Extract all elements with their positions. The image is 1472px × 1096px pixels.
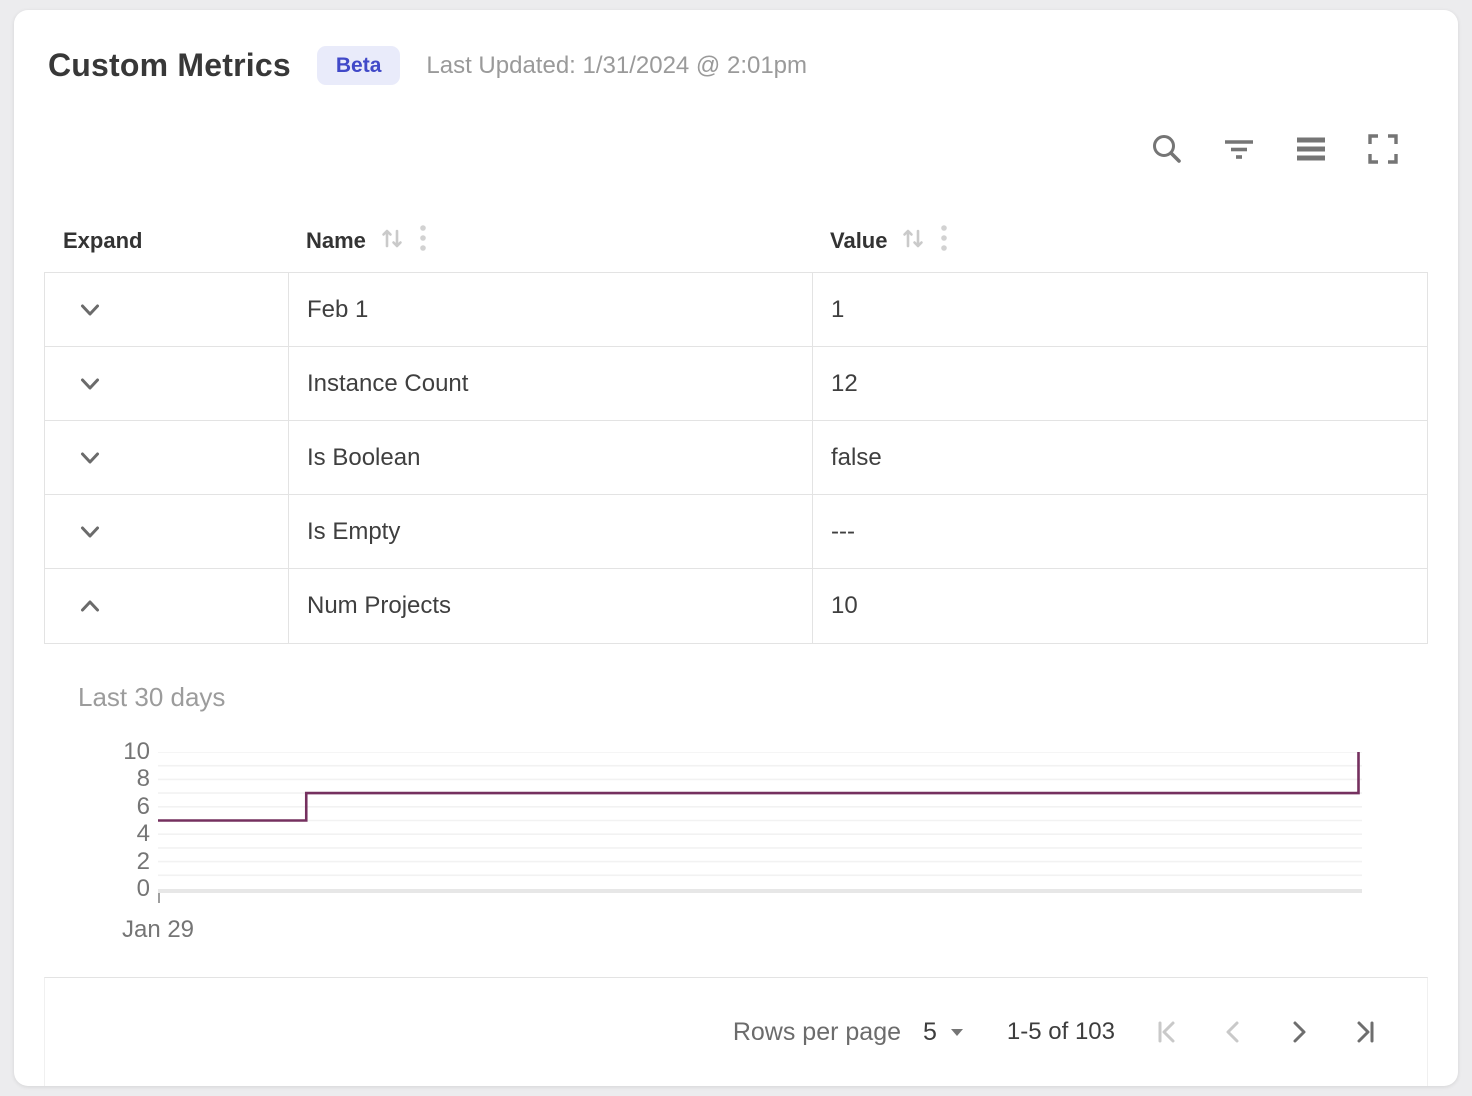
table-row: Is Empty --- <box>45 495 1427 569</box>
beta-badge: Beta <box>316 46 401 85</box>
metric-history-chart <box>158 751 1364 904</box>
pager-buttons <box>1145 1010 1387 1054</box>
table-footer: Rows per page 5 1-5 of 103 <box>44 977 1428 1086</box>
column-header-label: Expand <box>63 228 143 253</box>
sort-icon[interactable] <box>378 224 406 258</box>
metric-value-cell: 1 <box>831 295 845 323</box>
table-row: Instance Count 12 <box>45 347 1427 421</box>
metric-value-cell: 10 <box>831 592 858 619</box>
metric-name-cell: Is Boolean <box>289 421 813 494</box>
previous-page-button[interactable] <box>1211 1010 1255 1054</box>
metric-name-cell: Instance Count <box>289 347 813 420</box>
column-header-label: Value <box>830 228 888 253</box>
chevron-down-icon <box>81 304 99 315</box>
column-header-name[interactable]: Name <box>288 223 812 259</box>
column-menu-icon[interactable] <box>418 223 428 259</box>
chevron-down-icon <box>81 378 99 389</box>
caret-down-icon <box>950 1029 963 1036</box>
chevron-down-icon <box>81 452 99 463</box>
sort-icon[interactable] <box>899 224 927 258</box>
table-body: Feb 1 1 Instance Count 12 Is Boolean fal… <box>44 272 1428 644</box>
next-page-button[interactable] <box>1277 1010 1321 1054</box>
rows-per-page-value: 5 <box>923 1017 937 1046</box>
last-updated-text: Last Updated: 1/31/2024 @ 2:01pm <box>426 51 808 79</box>
first-page-icon <box>1158 1021 1175 1043</box>
metric-value-cell: false <box>831 443 882 471</box>
metric-name-cell: Feb 1 <box>289 273 813 346</box>
chart-title: Last 30 days <box>78 682 226 712</box>
table-toolbar <box>1148 130 1402 168</box>
chevron-up-icon <box>81 600 99 612</box>
y-tick-label: 0 <box>136 875 150 902</box>
expand-button[interactable] <box>45 495 289 568</box>
chevron-left-icon <box>1226 1021 1239 1043</box>
y-tick-label: 8 <box>136 765 150 793</box>
y-tick-label: 6 <box>136 792 150 820</box>
search-icon[interactable] <box>1148 130 1186 168</box>
column-header-expand: Expand <box>44 228 288 254</box>
rows-per-page-select[interactable]: 5 <box>923 1018 965 1047</box>
page-title: Custom Metrics <box>48 47 291 83</box>
y-tick-label: 2 <box>136 847 150 875</box>
collapse-button[interactable] <box>45 569 289 643</box>
metric-value-cell: --- <box>831 517 855 545</box>
table-row: Feb 1 1 <box>45 273 1427 347</box>
chart-y-axis-labels: 0 2 4 6 8 10 <box>72 740 150 901</box>
metric-value-cell: 12 <box>831 369 858 397</box>
column-header-value[interactable]: Value <box>812 223 1428 259</box>
expand-button[interactable] <box>45 421 289 494</box>
filter-icon[interactable] <box>1220 130 1258 168</box>
column-menu-icon[interactable] <box>939 223 949 259</box>
column-header-label: Name <box>306 228 366 253</box>
y-tick-label: 10 <box>123 738 150 765</box>
pagination-range-label: 1-5 of 103 <box>1006 1018 1115 1045</box>
chart-x-axis-label: Jan 29 <box>121 916 195 943</box>
metric-name-cell: Is Empty <box>289 495 813 568</box>
step-line-chart <box>158 751 1362 903</box>
density-icon[interactable] <box>1292 130 1330 168</box>
expand-button[interactable] <box>45 347 289 420</box>
table-row: Is Boolean false <box>45 421 1427 495</box>
first-page-button[interactable] <box>1145 1010 1189 1054</box>
fullscreen-icon[interactable] <box>1364 130 1402 168</box>
last-page-icon <box>1357 1021 1374 1043</box>
expand-button[interactable] <box>45 273 289 346</box>
rows-per-page-label: Rows per page <box>732 1017 901 1046</box>
chevron-down-icon <box>81 526 99 537</box>
metric-name-cell: Num Projects <box>289 569 813 643</box>
last-page-button[interactable] <box>1343 1010 1387 1054</box>
table-row-expanded: Num Projects 10 <box>45 569 1427 643</box>
chevron-right-icon <box>1293 1021 1306 1043</box>
y-tick-label: 4 <box>136 820 150 848</box>
header: Custom Metrics Beta Last Updated: 1/31/2… <box>48 46 807 85</box>
custom-metrics-card: Custom Metrics Beta Last Updated: 1/31/2… <box>14 10 1458 1086</box>
table-header-row: Expand Name Value <box>44 210 1428 272</box>
